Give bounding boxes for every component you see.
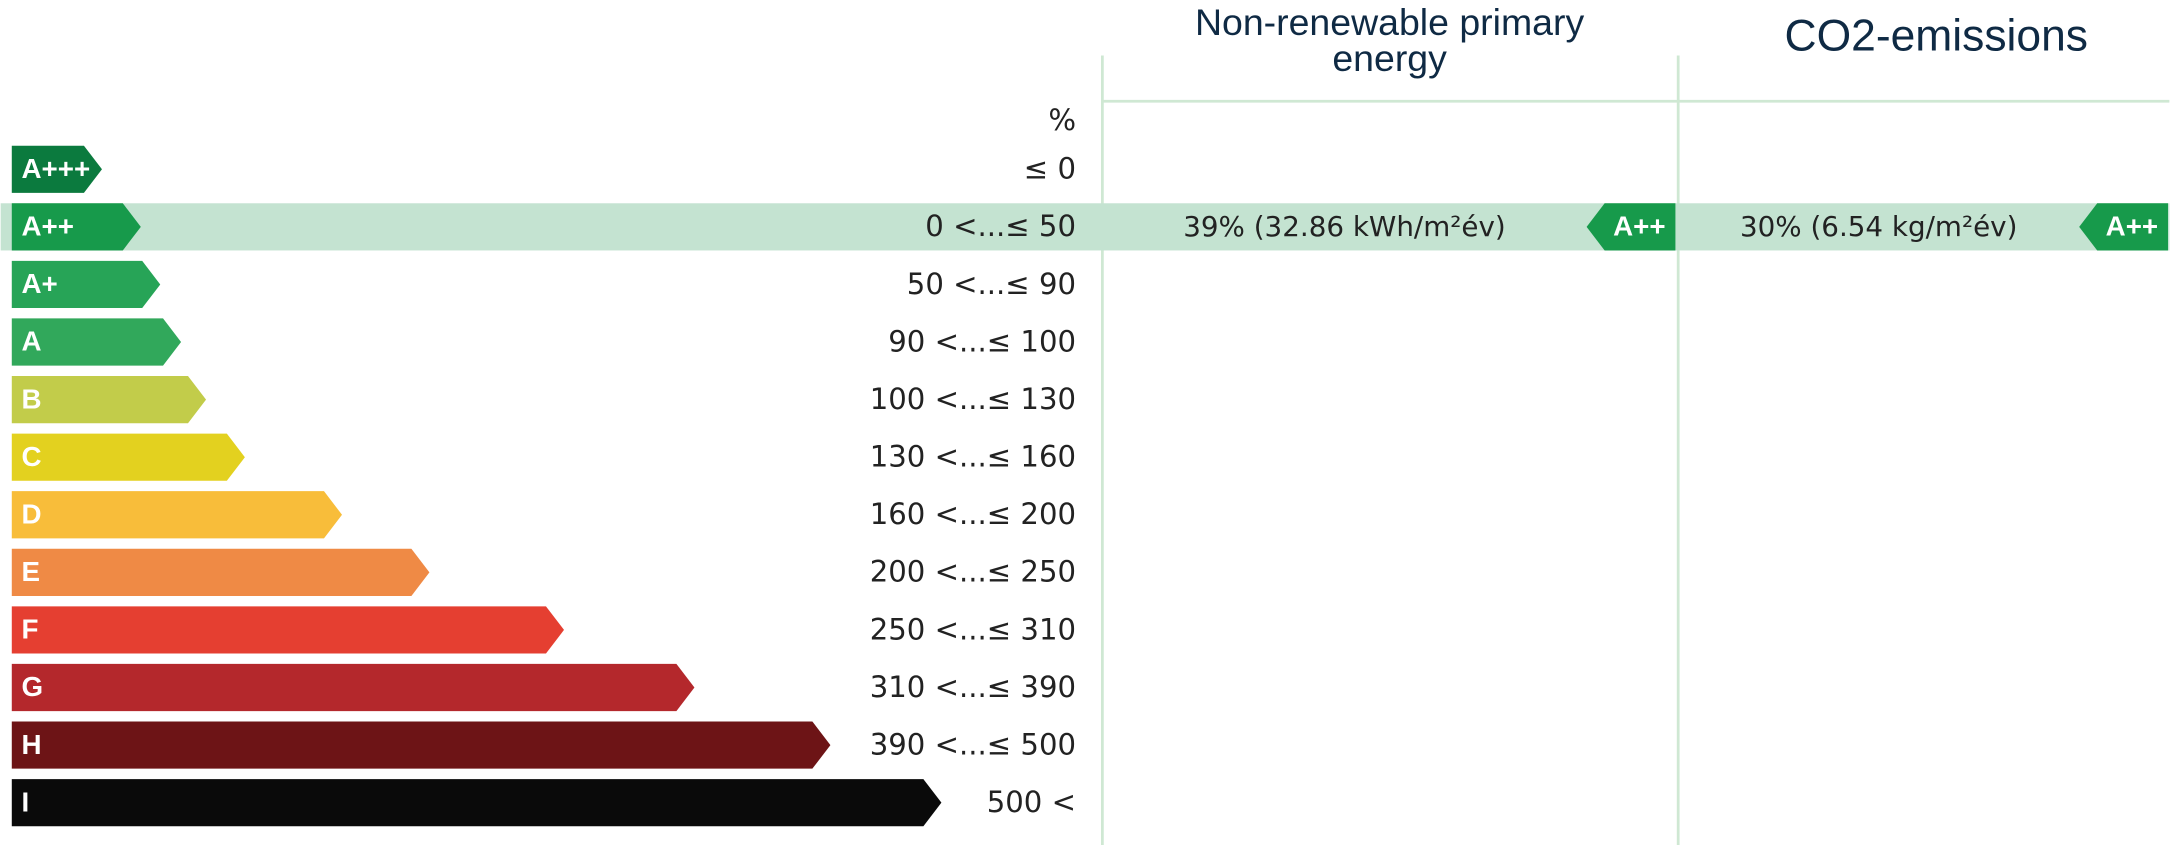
class-range: 0 <...≤ 50: [925, 209, 1076, 243]
class-bar: [11, 318, 182, 366]
class-bar: [11, 491, 343, 539]
class-range: 250 <...≤ 310: [870, 612, 1076, 646]
class-label: H: [21, 729, 41, 760]
result-class: A++: [2106, 211, 2158, 242]
class-bar: [11, 606, 565, 654]
class-label: C: [21, 441, 41, 472]
class-bar: [11, 548, 430, 596]
column-header: Non-renewable primary energy: [1195, 1, 1585, 79]
class-range: 200 <...≤ 250: [870, 555, 1076, 589]
highlight-row: [0, 203, 2170, 251]
result-arrow: [2079, 203, 2168, 251]
class-bar: [11, 663, 695, 712]
class-label: F: [21, 614, 38, 645]
class-bar: [11, 721, 831, 769]
class-label: A: [21, 326, 41, 357]
class-range: 390 <...≤ 500: [870, 727, 1076, 761]
column-header: CO2-emissions: [1785, 12, 2088, 61]
class-label: G: [21, 671, 43, 702]
class-range: 130 <...≤ 160: [870, 440, 1076, 474]
class-bar: [11, 260, 161, 309]
class-range: 500 <: [987, 785, 1076, 819]
unit-label: %: [1048, 103, 1076, 137]
class-range: 90 <...≤ 100: [888, 324, 1076, 358]
class-label: E: [21, 556, 40, 587]
class-range: 100 <...≤ 130: [870, 382, 1076, 416]
class-range: 50 <...≤ 90: [907, 267, 1076, 301]
header-line: energy: [1332, 37, 1447, 79]
class-label: I: [21, 786, 29, 817]
header-line: Non-renewable primary: [1195, 1, 1585, 43]
class-bar: [11, 203, 141, 251]
class-bar: [11, 145, 102, 193]
class-range: 310 <...≤ 390: [870, 670, 1076, 704]
result-class: A++: [1613, 211, 1665, 242]
result-value: 30% (6.54 kg/m²év): [1740, 210, 2017, 243]
class-label: B: [21, 383, 41, 414]
class-label: D: [21, 498, 41, 529]
class-bar: [11, 376, 207, 424]
class-range: 160 <...≤ 200: [870, 497, 1076, 531]
class-range: ≤ 0: [1024, 152, 1076, 186]
class-bar: [11, 779, 942, 827]
result-arrow: [1586, 203, 1676, 251]
class-label: A++: [21, 211, 73, 242]
result-value: 39% (32.86 kWh/m²év): [1183, 210, 1506, 243]
class-bar: [11, 433, 245, 481]
class-label: A+++: [21, 153, 90, 184]
class-label: A+: [21, 268, 57, 299]
